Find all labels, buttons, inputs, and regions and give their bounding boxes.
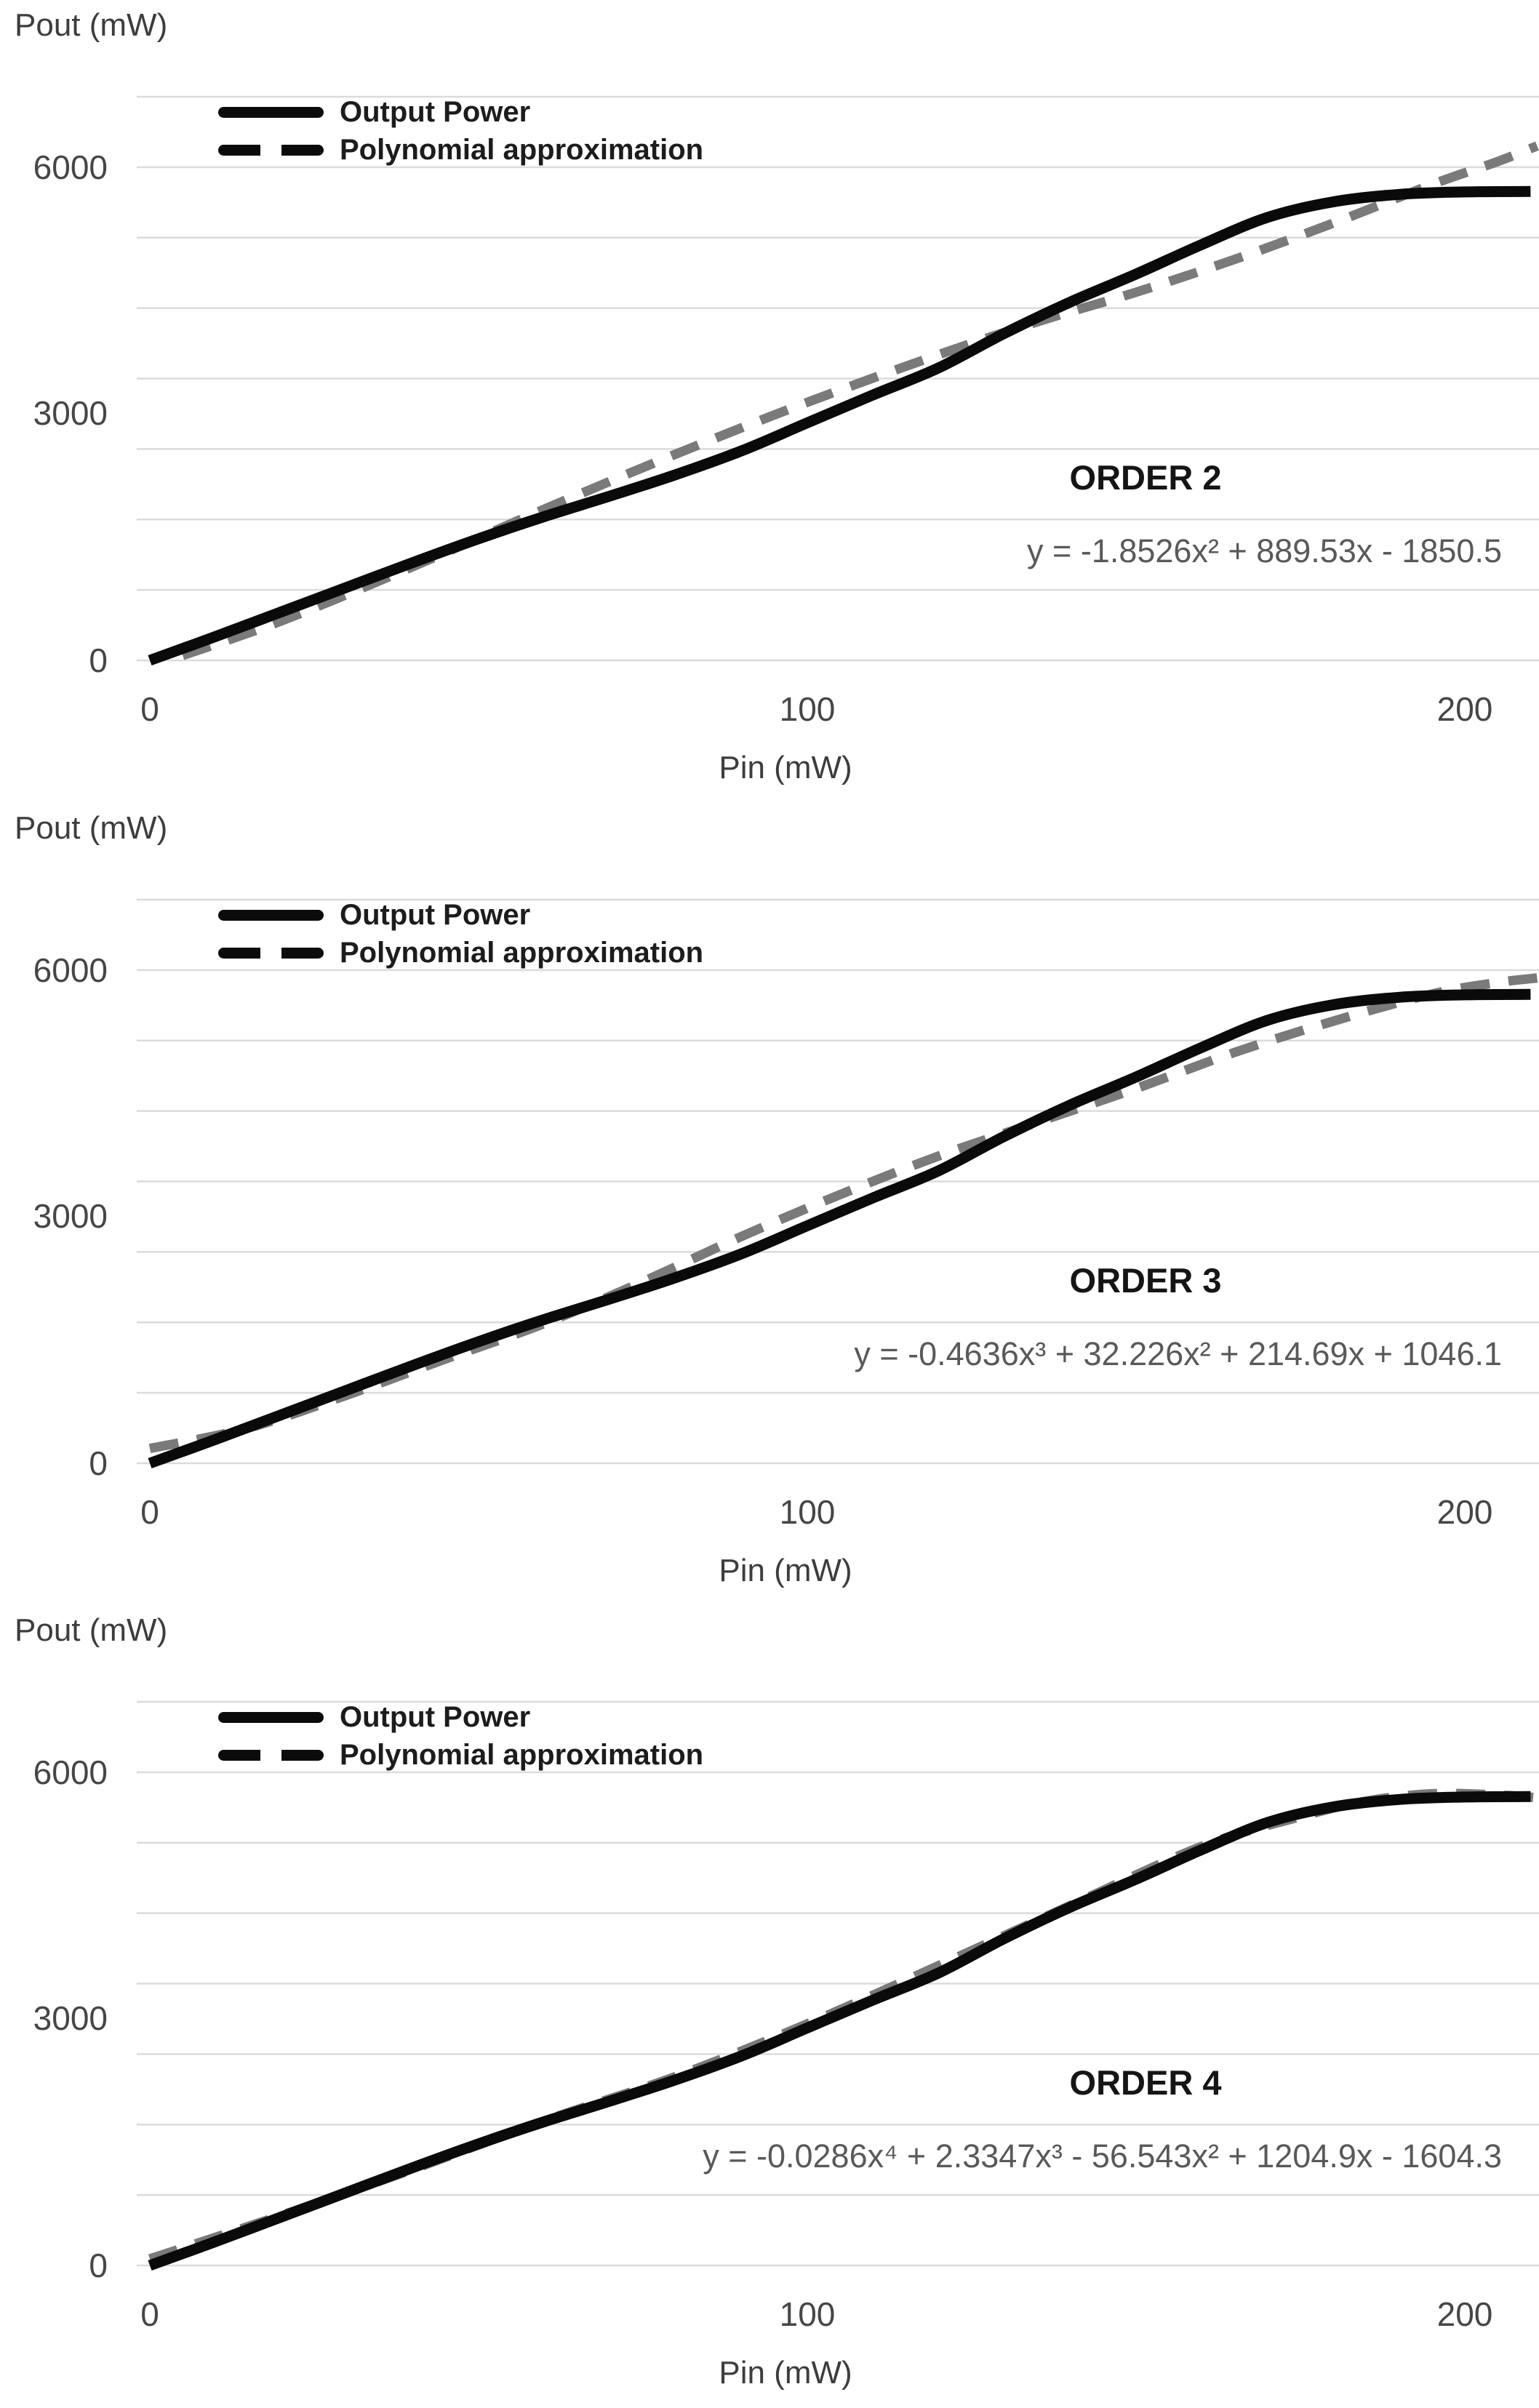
legend: Output Power Polynomial approximation (218, 93, 703, 169)
legend-dashed-line-sample (218, 1749, 324, 1761)
trendline-equation: y = -0.4636x³ + 32.226x² + 214.69x + 104… (854, 1335, 1502, 1372)
trendline-equation: y = -1.8526x² + 889.53x - 1850.5 (1027, 532, 1502, 569)
legend-label: Polynomial approximation (340, 133, 704, 166)
x-tick-100: 100 (779, 2295, 836, 2333)
legend-item-output-power: Output Power (218, 896, 703, 934)
x-tick-0: 0 (140, 2295, 159, 2333)
legend-item-output-power: Output Power (218, 93, 703, 131)
x-tick-200: 200 (1436, 2295, 1493, 2333)
order-annotation: ORDER 3 (1069, 1261, 1222, 1300)
chart-panel-order-3: Pout (mW) Output Power Polynomial approx… (0, 803, 1539, 1606)
y-tick-6000: 6000 (33, 148, 108, 186)
plot-area (137, 898, 1539, 1469)
y-tick-3000: 3000 (33, 1197, 108, 1235)
y-axis-title: Pout (mW) (15, 7, 168, 43)
output-power-curve (148, 1791, 1531, 2271)
output-power-curve (148, 988, 1531, 1469)
y-tick-0: 0 (89, 1444, 108, 1482)
legend-label: Output Power (340, 898, 531, 931)
legend-dashed-line-sample (218, 947, 324, 959)
y-tick-0: 0 (89, 2247, 108, 2284)
legend-item-polynomial: Polynomial approximation (218, 131, 703, 169)
trendline-equation: y = -0.0286x⁴ + 2.3347x³ - 56.543x² + 12… (703, 2137, 1502, 2175)
legend-item-polynomial: Polynomial approximation (218, 1736, 703, 1774)
x-tick-100: 100 (779, 690, 836, 728)
x-tick-100: 100 (779, 1493, 836, 1531)
legend-label: Polynomial approximation (340, 936, 704, 969)
x-axis-title: Pin (mW) (719, 2355, 852, 2391)
legend: Output Power Polynomial approximation (218, 896, 703, 972)
plot-area (137, 1700, 1539, 2271)
x-tick-0: 0 (140, 690, 159, 728)
legend-item-output-power: Output Power (218, 1698, 703, 1736)
legend-solid-line-sample (218, 1711, 324, 1723)
chart-panel-order-4: Pout (mW) Output Power Polynomial approx… (0, 1605, 1539, 2408)
legend-label: Output Power (340, 95, 531, 128)
output-power-curve (148, 185, 1531, 666)
order-annotation: ORDER 2 (1069, 458, 1222, 497)
legend-label: Output Power (340, 1700, 531, 1733)
y-tick-3000: 3000 (33, 394, 108, 432)
x-tick-200: 200 (1436, 690, 1493, 728)
x-tick-0: 0 (140, 1493, 159, 1531)
legend: Output Power Polynomial approximation (218, 1698, 703, 1774)
y-axis-title: Pout (mW) (15, 810, 168, 846)
y-tick-0: 0 (89, 641, 108, 679)
chart-panel-order-2: Pout (mW) Output Power Polynomial approx… (0, 0, 1539, 803)
legend-dashed-line-sample (218, 144, 324, 156)
legend-label: Polynomial approximation (340, 1738, 704, 1771)
x-axis-title: Pin (mW) (719, 1553, 852, 1588)
y-tick-3000: 3000 (33, 1999, 108, 2037)
y-tick-6000: 6000 (33, 1753, 108, 1791)
y-tick-6000: 6000 (33, 951, 108, 989)
legend-solid-line-sample (218, 106, 324, 118)
plot-area (137, 95, 1539, 666)
x-axis-title: Pin (mW) (719, 750, 852, 785)
legend-solid-line-sample (218, 909, 324, 921)
order-annotation: ORDER 4 (1069, 2063, 1222, 2102)
legend-item-polynomial: Polynomial approximation (218, 934, 703, 972)
y-axis-title: Pout (mW) (15, 1612, 168, 1648)
x-tick-200: 200 (1436, 1493, 1493, 1531)
